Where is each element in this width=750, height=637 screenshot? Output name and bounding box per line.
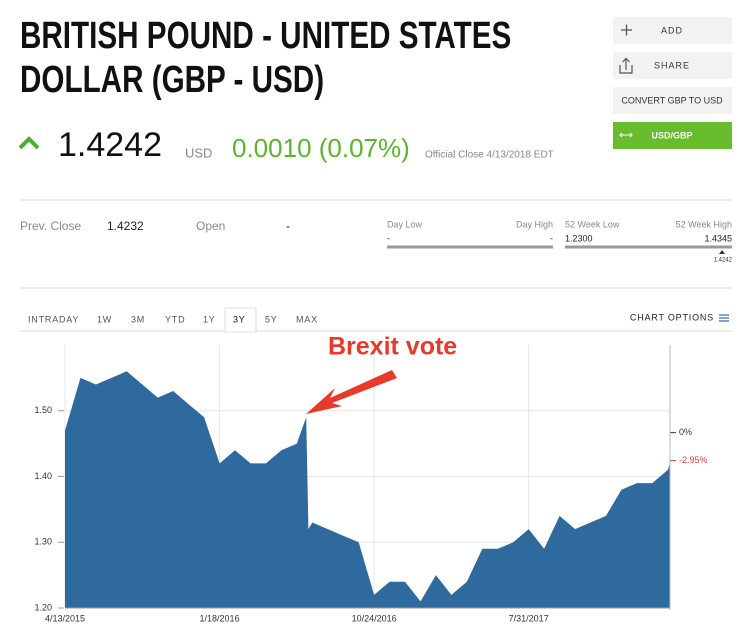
x-tick-label: 7/31/2017 [509, 613, 549, 623]
range-current: 1.4242 [714, 258, 733, 264]
currency: USD [185, 145, 212, 160]
y-tick-label: 1.50 [34, 405, 52, 415]
x-tick-label: 4/13/2015 [45, 613, 85, 623]
tab-bar: INTRADAY 1W 3M YTD 1Y 3Y 5Y MAX [28, 307, 318, 333]
stat-value: 1.2300 [565, 233, 593, 243]
tab[interactable]: 3Y [233, 314, 246, 324]
y-tick-label: 1.20 [34, 602, 52, 612]
change: 0.0010 (0.07%) [232, 133, 410, 163]
stat-value: - [286, 219, 290, 233]
y-tick-label: 1.30 [34, 537, 52, 547]
area [65, 371, 670, 608]
add-button[interactable] [613, 17, 732, 44]
tab[interactable]: 1W [97, 314, 112, 324]
reference-label: -2.95% [679, 455, 708, 465]
up-arrow [18, 136, 40, 150]
range-marker [719, 250, 725, 254]
stat-value: 1.4345 [704, 233, 732, 243]
active-tab [224, 307, 257, 333]
stat-label: Prev. Close [20, 219, 81, 233]
chart-options[interactable]: CHART OPTIONS [630, 312, 714, 322]
tab[interactable]: 3M [131, 314, 145, 324]
reference-label: 0% [679, 427, 692, 437]
stat-label: Day Low [387, 219, 423, 229]
swap-icon [619, 132, 633, 138]
page-title: BRITISH POUND - UNITED STATES DOLLAR (GB… [20, 15, 512, 101]
share-button[interactable] [613, 52, 732, 79]
chart: 1.20 1.30 1.40 1.50 4/13/2015 1/18/2016 10/24/… [34, 345, 708, 623]
plus-icon [621, 24, 632, 36]
close-note: Official Close 4/13/2018 EDT [425, 150, 554, 161]
x-tick-label: 1/18/2016 [200, 613, 240, 623]
invert-button[interactable] [613, 122, 732, 149]
price: 1.4242 [58, 126, 162, 164]
x-tick-label: 10/24/2016 [352, 613, 397, 623]
tab[interactable]: 5Y [265, 314, 278, 324]
invert-label: USD/GBP [651, 130, 692, 140]
annotation: Brexit vote [328, 333, 457, 361]
convert-button[interactable] [613, 87, 732, 114]
menu-icon [719, 314, 729, 322]
stat-value: - [550, 233, 553, 243]
stat-value: 1.4232 [107, 219, 144, 233]
tab[interactable]: INTRADAY [28, 314, 79, 324]
stat-value: - [387, 233, 390, 243]
convert-label: CONVERT GBP TO USD [621, 95, 723, 105]
share-icon [619, 57, 633, 74]
tab[interactable]: YTD [165, 314, 185, 324]
y-tick-label: 1.40 [34, 471, 52, 481]
share-label: SHARE [654, 60, 690, 70]
stat-label: Day High [516, 219, 553, 229]
stat-label: 52 Week High [676, 219, 732, 229]
stat-label: 52 Week Low [565, 219, 620, 229]
tab[interactable]: 1Y [203, 314, 216, 324]
add-label: ADD [661, 25, 683, 35]
tab[interactable]: MAX [296, 314, 318, 324]
stat-label: Open [196, 219, 225, 233]
annotation-arrow [306, 370, 397, 414]
